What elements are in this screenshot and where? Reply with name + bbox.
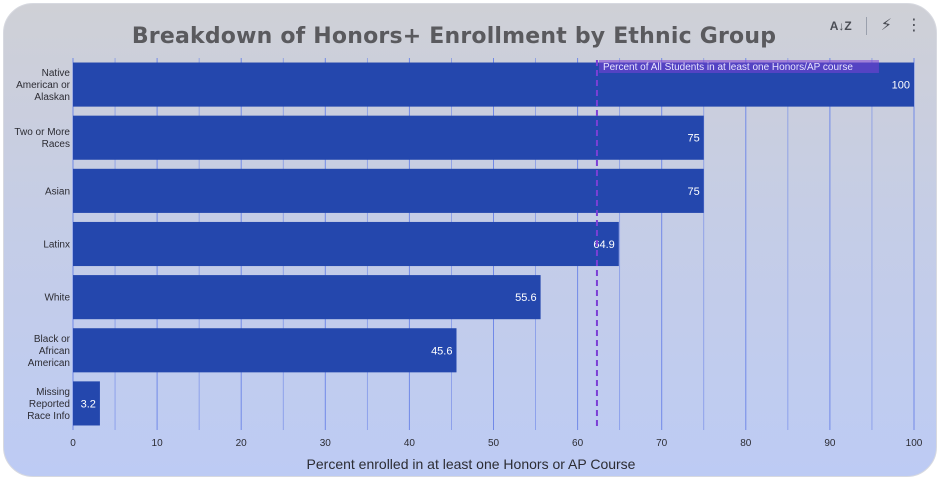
y-axis-label: Missing Reported Race Info	[27, 387, 70, 422]
x-tick-label: 80	[740, 438, 752, 449]
bar-value-label: 75	[688, 133, 700, 145]
bar-value-label: 45.6	[431, 345, 452, 357]
y-axis-label: Native American or Alaskan	[16, 68, 71, 103]
x-tick-label: 70	[656, 438, 668, 449]
bar	[73, 115, 704, 160]
x-tick-label: 0	[70, 438, 76, 449]
y-axis-label: Two or More Races	[14, 127, 70, 150]
more-vert-icon[interactable]: ⋮	[906, 17, 922, 34]
x-axis-ticks: 0 10 20 30 40 50 60 70 80 90 100	[70, 438, 923, 449]
x-tick-label: 100	[906, 438, 923, 449]
x-axis-label: Percent enrolled in at least one Honors …	[307, 456, 636, 472]
lightning-icon[interactable]: ⚡︎	[880, 17, 892, 34]
reference-line-label-bg	[598, 60, 879, 73]
toolbar-divider	[865, 17, 867, 35]
y-axis-labels: Native American or Alaskan Two or More Races…	[14, 68, 70, 422]
bar	[73, 328, 457, 373]
bar-value-label: 64.9	[593, 239, 614, 251]
bar-value-label: 75	[688, 186, 700, 198]
bar-value-label: 3.2	[81, 398, 96, 410]
x-tick-label: 10	[152, 438, 164, 449]
chart-toolbar: A↓Z ⚡︎ ⋮	[830, 16, 922, 36]
x-tick-label: 60	[572, 438, 584, 449]
bar	[73, 275, 541, 320]
bar-value-label: 100	[892, 80, 910, 92]
reference-line-label: Percent of All Students in at least one …	[603, 62, 853, 73]
bar	[73, 221, 619, 267]
x-tick-label: 90	[824, 438, 836, 449]
sort-az-icon[interactable]: A↓Z	[829, 19, 852, 33]
x-tick-label: 30	[320, 438, 332, 449]
bar-value-label: 55.6	[515, 292, 536, 304]
y-axis-label: Black or African American	[28, 334, 71, 369]
x-tick-label: 50	[488, 438, 500, 449]
chart-title: Breakdown of Honors+ Enrollment by Ethni…	[131, 24, 777, 49]
bar	[73, 168, 704, 213]
x-tick-label: 20	[236, 438, 248, 449]
x-tick-label: 40	[404, 438, 416, 449]
y-axis-label: White	[44, 293, 70, 304]
bars: 100 75 75 64.9 55.6 45.6 3.2	[73, 62, 914, 426]
bar	[73, 381, 100, 426]
y-axis-label: Latinx	[43, 240, 70, 251]
reference-line-group: Percent of All Students in at least one …	[595, 60, 879, 430]
y-axis-label: Asian	[45, 186, 70, 197]
